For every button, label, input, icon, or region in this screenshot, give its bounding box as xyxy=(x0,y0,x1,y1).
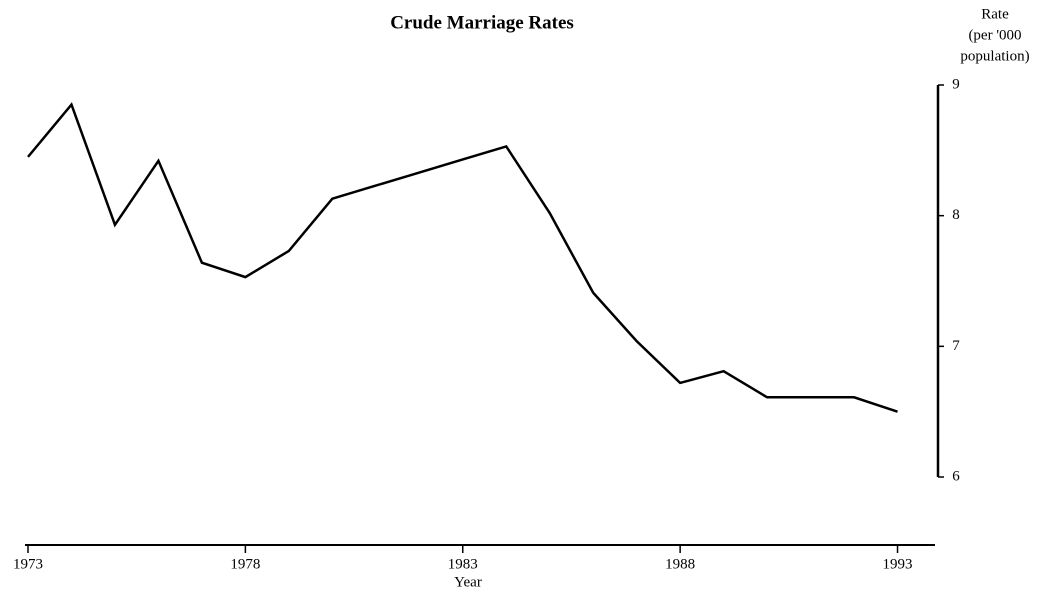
y-tick-label: 7 xyxy=(952,338,960,354)
y-tick-label: 6 xyxy=(952,468,960,484)
y-tick-label: 8 xyxy=(952,207,960,223)
x-axis-label: Year xyxy=(454,574,482,590)
x-tick-label: 1988 xyxy=(665,556,695,572)
x-tick-label: 1993 xyxy=(883,556,913,572)
y-tick-label: 9 xyxy=(952,76,960,92)
y-axis-label: (per '000 xyxy=(968,27,1021,43)
y-axis-label: population) xyxy=(960,48,1029,64)
x-tick-label: 1973 xyxy=(13,556,43,572)
x-tick-label: 1978 xyxy=(230,556,260,572)
x-tick-label: 1983 xyxy=(448,556,478,572)
data-line xyxy=(27,102,898,413)
y-axis-label: Rate xyxy=(981,6,1009,22)
chart-title: Crude Marriage Rates xyxy=(390,12,574,33)
